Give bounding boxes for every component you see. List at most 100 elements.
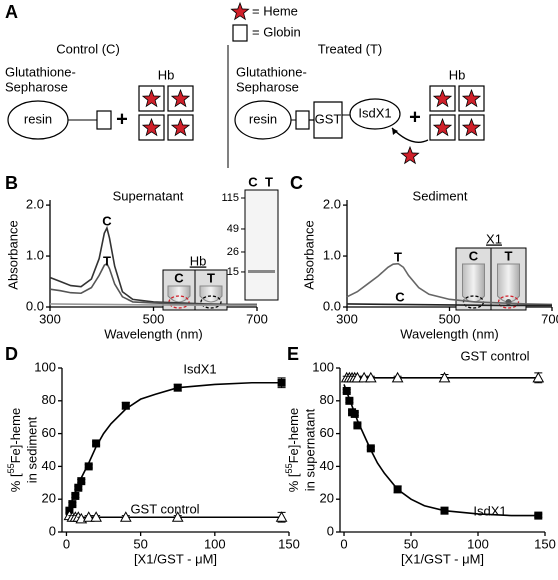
plus: + xyxy=(116,108,128,130)
pellet-circle xyxy=(200,295,222,309)
y-tick-label: 1.0 xyxy=(323,247,341,262)
gel-marker: 49 xyxy=(227,223,239,235)
y-tick-label: 80 xyxy=(42,392,56,407)
lane-label: T xyxy=(505,248,513,263)
x-tick-label: 700 xyxy=(541,311,558,326)
arrow-head xyxy=(392,128,398,135)
chart-panel: B Supernatant 0.0 1.0 2.0 300 500 700 Wavelength… xyxy=(5,173,279,341)
panel-label: A xyxy=(5,2,18,22)
x-tick-label: 0 xyxy=(63,536,70,551)
gel-lane: T xyxy=(265,174,273,189)
gel-lane: C xyxy=(248,174,258,189)
gel-marker: 115 xyxy=(221,192,239,204)
hb-label: Hb xyxy=(449,67,466,82)
lane-label: T xyxy=(207,270,215,285)
y-tick-label: 40 xyxy=(320,458,334,473)
x-tick-label: 100 xyxy=(204,536,226,551)
y-tick-label: 2.0 xyxy=(26,197,44,212)
x-axis-label: [X1/GST - μM] xyxy=(134,551,217,566)
y-axis-label: Absorbance xyxy=(301,220,316,289)
globin-icon xyxy=(232,24,248,42)
gel-band xyxy=(248,270,275,273)
point xyxy=(77,477,86,486)
point xyxy=(393,485,402,494)
point xyxy=(121,401,130,410)
support-label: Glutathione- xyxy=(5,64,76,79)
point xyxy=(366,444,375,453)
series-line xyxy=(346,303,552,307)
chart-title: Supernatant xyxy=(113,188,184,203)
hemoglobin xyxy=(429,85,485,141)
panel-label: E xyxy=(287,344,299,364)
series-label: IsdX1 xyxy=(473,503,506,518)
series-label: IsdX1 xyxy=(183,361,216,376)
point xyxy=(440,506,449,515)
x-tick-label: 0 xyxy=(340,536,347,551)
y-tick-label: 0 xyxy=(49,523,56,538)
isdx1-label: IsdX1 xyxy=(358,105,391,120)
y-tick-label: 1.0 xyxy=(26,247,44,262)
point xyxy=(68,500,77,509)
inset-title: Hb xyxy=(190,253,207,268)
point xyxy=(277,378,286,387)
support-label: Sepharose xyxy=(5,79,68,94)
x-tick-label: 150 xyxy=(534,536,556,551)
point xyxy=(119,511,132,522)
y-tick-label: 100 xyxy=(34,359,56,374)
label-part: Fe]-heme xyxy=(8,408,23,464)
y-tick-label: 0.0 xyxy=(26,298,44,313)
arrow xyxy=(391,127,429,143)
series-label: T xyxy=(394,249,402,264)
y-axis-label: % [55Fe]-heme xyxy=(6,408,23,492)
y-axis-label: in supernatant xyxy=(302,408,317,491)
label-part: Fe]-heme xyxy=(286,408,301,464)
point xyxy=(345,396,354,405)
point xyxy=(275,511,288,522)
point xyxy=(391,371,404,383)
y-tick-label: 60 xyxy=(42,425,56,440)
y-axis-label: Absorbance xyxy=(5,220,20,289)
lane-label: C xyxy=(174,270,184,285)
tube xyxy=(167,285,191,303)
gst-label: GST xyxy=(315,111,342,126)
x-tick-label: 700 xyxy=(246,311,268,326)
panel-label: B xyxy=(5,173,18,193)
series-label: GST control xyxy=(130,501,199,516)
series-line xyxy=(65,381,282,516)
y-tick-label: 0 xyxy=(327,523,334,538)
y-tick-label: 100 xyxy=(312,359,334,374)
panel-label: C xyxy=(290,173,303,193)
point xyxy=(342,386,351,395)
x-axis-label: Wavelength (nm) xyxy=(400,326,499,341)
free-heme xyxy=(401,146,419,164)
x-tick-label: 50 xyxy=(133,536,147,551)
y-tick-label: 60 xyxy=(320,425,334,440)
x-tick-label: 50 xyxy=(404,536,418,551)
y-tick-label: 0.0 xyxy=(323,298,341,313)
point xyxy=(438,371,451,383)
chart-panel: C Sediment 0.0 1.0 2.0 300 500 700 Wavelength (n… xyxy=(290,173,558,342)
chart-title: Sediment xyxy=(413,188,468,203)
y-tick-label: 20 xyxy=(320,491,334,506)
x-tick-label: 500 xyxy=(439,311,461,326)
point xyxy=(171,511,184,522)
y-tick-label: 20 xyxy=(42,491,56,506)
series-label: T xyxy=(103,253,111,268)
point xyxy=(532,371,545,383)
plus: + xyxy=(409,106,421,128)
x-tick-label: 150 xyxy=(278,536,300,551)
point xyxy=(82,511,95,522)
x-tick-label: 300 xyxy=(39,311,61,326)
x-axis-label: Wavelength (nm) xyxy=(104,326,203,341)
chart-panel: E 0 20 40 60 80 100 0 50 100 150 [X1/GST - μM] % [55… xyxy=(284,344,555,567)
point xyxy=(173,383,182,392)
point xyxy=(74,483,83,492)
legend-heme: = Heme xyxy=(252,3,298,18)
resin-label: resin xyxy=(24,111,52,126)
x-tick-label: 500 xyxy=(143,311,165,326)
panel-a: A = Heme = Globin Control (C) Glutathion… xyxy=(5,2,485,168)
globin xyxy=(295,110,310,130)
x-tick-label: 300 xyxy=(336,311,358,326)
y-axis-label: % [55Fe]-heme xyxy=(284,408,301,492)
y-axis-label: in sediment xyxy=(24,416,39,483)
